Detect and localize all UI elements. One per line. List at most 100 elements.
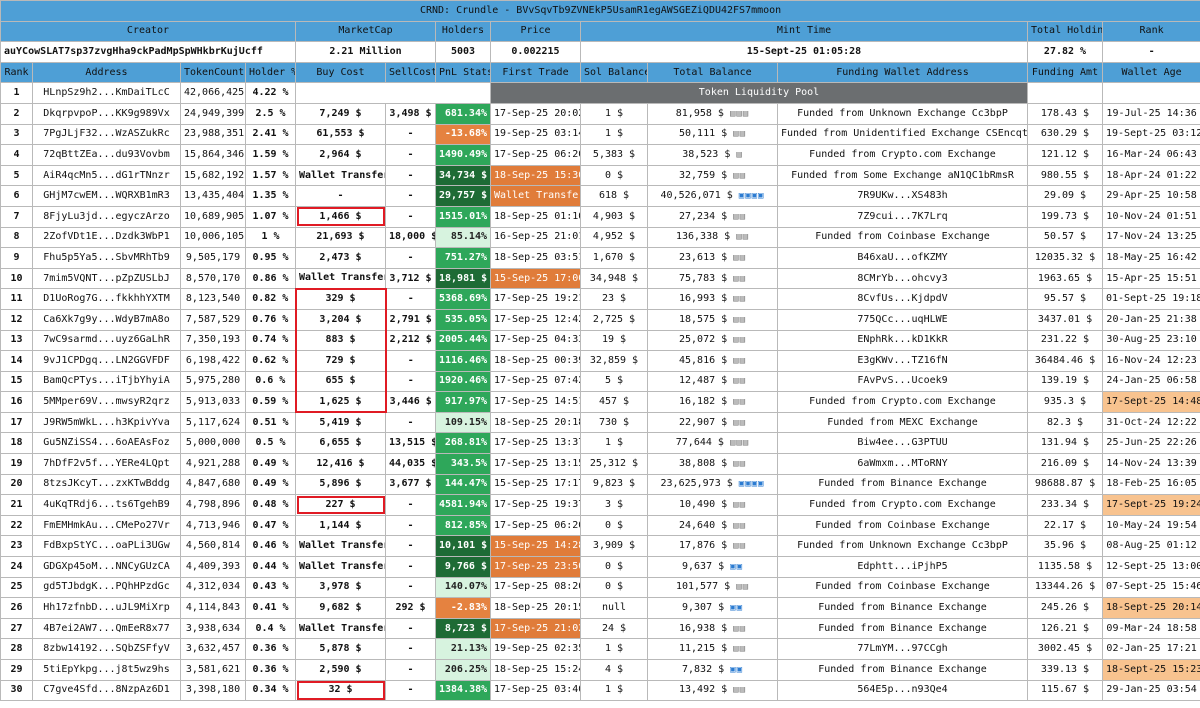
address-cell[interactable]: 7mim5VQNT...pZpZUSLbJ (32, 267, 181, 290)
wallet-badge-icon[interactable]: ▤▤ (733, 252, 747, 263)
address-cell[interactable]: J9RW5mWkL...h3KpivYva (32, 411, 181, 434)
address-cell[interactable]: 5MMper69V...mwsyR2qrz (32, 391, 181, 413)
wallet-badge-icon[interactable]: ▤▤ (733, 376, 747, 387)
address-cell[interactable]: 8tzsJKcyT...zxKTwBddg (32, 473, 181, 496)
funding-wallet-cell[interactable]: 77LmYM...97CCgh (777, 638, 1028, 660)
funding-wallet-cell[interactable]: 8CMrYb...ohcvy3 (777, 267, 1028, 290)
wallet-badge-icon[interactable]: ▣▣ (730, 561, 743, 572)
funding-wallet-cell[interactable]: FAvPvS...Ucoek9 (777, 370, 1028, 393)
wallet-badge-icon[interactable]: ▤▤ (733, 129, 747, 140)
col-address[interactable]: Address (32, 61, 181, 84)
col-sell-cost[interactable]: SellCost (385, 61, 436, 84)
address-cell[interactable]: HLnpSz9h2...KmDaiTLcC (32, 82, 181, 104)
address-cell[interactable]: GDGXp45oM...NNCyGUzCA (32, 556, 181, 578)
wallet-badge-icon[interactable]: ▤ (736, 149, 743, 160)
col-funding-amt[interactable]: Funding Amt (1027, 61, 1103, 84)
address-cell[interactable]: 7PgJLjF32...WzASZukRc (32, 123, 181, 146)
col-holder-pct[interactable]: Holder % (245, 61, 296, 84)
col-pnl-stats[interactable]: PnL Stats (435, 61, 491, 84)
col-rank[interactable]: Rank (0, 61, 33, 84)
wallet-badge-icon[interactable]: ▤▤ (733, 335, 747, 346)
funding-wallet-cell[interactable]: Funded from Coinbase Exchange (777, 514, 1028, 537)
wallet-badge-icon[interactable]: ▤▤ (733, 623, 747, 634)
col-sol-balance[interactable]: Sol Balance (580, 61, 648, 84)
address-cell[interactable]: BamQcPTys...iTjbYhyiA (32, 370, 181, 393)
address-cell[interactable]: FmEMHmkAu...CMePo27Vr (32, 514, 181, 537)
funding-wallet-cell[interactable]: Funded from Crypto.com Exchange (777, 391, 1028, 413)
funding-wallet-cell[interactable]: Funded from Coinbase Exchange (777, 576, 1028, 599)
address-cell[interactable]: Fhu5p5Ya5...SbvMRhTb9 (32, 247, 181, 269)
funding-wallet-cell[interactable]: Edphtt...iPjhP5 (777, 556, 1028, 578)
funding-wallet-cell[interactable]: 775QCc...uqHLWE (777, 308, 1028, 331)
address-cell[interactable]: 4B7ei2AW7...QmEeR8x77 (32, 617, 181, 640)
col-token-count[interactable]: TokenCount (180, 61, 246, 84)
address-cell[interactable]: 9vJ1CPDgq...LN2GGVFDF (32, 350, 181, 372)
funding-wallet-cell[interactable]: 564E5p...n93Qe4 (777, 679, 1028, 702)
address-cell[interactable]: 7hDfF2v5f...YERe4LQpt (32, 453, 181, 475)
funding-wallet-cell[interactable]: Funded from Crypto.com Exchange (777, 494, 1028, 516)
wallet-badge-icon[interactable]: ▤▤ (733, 170, 747, 181)
wallet-badge-icon[interactable]: ▣▣ (730, 664, 743, 675)
funding-wallet-cell[interactable]: Funded from Coinbase Exchange (777, 226, 1028, 249)
wallet-badge-icon[interactable]: ▤▤ (733, 685, 747, 696)
funding-wallet-cell[interactable]: 7R9UKw...XS483h (777, 185, 1028, 207)
wallet-badge-icon[interactable]: ▤▤ (736, 582, 750, 593)
funding-wallet-cell[interactable]: Funded from Binance Exchange (777, 597, 1028, 619)
address-cell[interactable]: Ca6Xk7g9y...WdyB7mA8o (32, 308, 181, 331)
funding-wallet-cell[interactable]: 7Z9cui...7K7Lrq (777, 205, 1028, 228)
funding-wallet-cell[interactable]: Funded from Binance Exchange (777, 617, 1028, 640)
address-cell[interactable]: 8zbw14192...SQbZSFfyV (32, 638, 181, 660)
address-cell[interactable]: 2ZofVDt1E...Dzdk3WbP1 (32, 226, 181, 249)
wallet-badge-icon[interactable]: ▤▤ (733, 458, 747, 469)
address-cell[interactable]: Gu5NZiSS4...6oAEAsFoz (32, 432, 181, 455)
funding-wallet-cell[interactable]: 8CvfUs...KjdpdV (777, 288, 1028, 310)
address-cell[interactable]: GHjM7cwEM...WQRXB1mR3 (32, 185, 181, 207)
funding-wallet-cell[interactable]: Funded from Unknown Exchange Cc3bpP (777, 535, 1028, 558)
funding-wallet-cell[interactable]: B46xaU...ofKZMY (777, 247, 1028, 269)
wallet-badge-icon[interactable]: ▤▤ (733, 294, 747, 305)
address-cell[interactable]: FdBxpStYC...oaPLi3UGw (32, 535, 181, 558)
funding-wallet-cell[interactable]: Biw4ee...G3PTUU (777, 432, 1028, 455)
address-cell[interactable]: Hh17zfnbD...uJL9MiXrp (32, 597, 181, 619)
wallet-badge-icon[interactable]: ▣▣ (730, 603, 743, 614)
wallet-badge-icon[interactable]: ▤▤ (733, 355, 747, 366)
wallet-badge-icon[interactable]: ▤▤ (736, 232, 750, 243)
address-cell[interactable]: gd5TJbdgK...PQhHPzdGc (32, 576, 181, 599)
wallet-badge-icon[interactable]: ▤▤ (733, 520, 747, 531)
funding-wallet-cell[interactable]: Funded from Unknown Exchange Cc3bpP (777, 102, 1028, 125)
address-cell[interactable]: D1UoRog7G...fkkhhYXTM (32, 288, 181, 310)
address-cell[interactable]: C7gve4Sfd...8NzpAz6D1 (32, 679, 181, 702)
funding-wallet-cell[interactable]: ENphRk...kD1KkR (777, 329, 1028, 352)
address-cell[interactable]: 8FjyLu3jd...egyczArzo (32, 205, 181, 228)
wallet-badge-icon[interactable]: ▤▤ (733, 644, 747, 655)
funding-wallet-cell[interactable]: 6aWmxm...MToRNY (777, 453, 1028, 475)
funding-wallet-cell[interactable]: E3gKWv...TZ16fN (777, 350, 1028, 372)
address-cell[interactable]: AiR4qcMn5...dG1rTNnzr (32, 164, 181, 187)
col-buy-cost[interactable]: Buy Cost (295, 61, 386, 84)
funding-wallet-cell[interactable]: Funded from Unidentified Exchange CSEncq… (777, 123, 1028, 146)
funding-wallet-cell[interactable]: Funded from Binance Exchange (777, 473, 1028, 496)
wallet-badge-icon[interactable]: ▣▣▣▣ (738, 191, 765, 202)
funding-wallet-cell[interactable]: Funded from MEXC Exchange (777, 411, 1028, 434)
wallet-badge-icon[interactable]: ▤▤▤ (729, 438, 750, 449)
address-cell[interactable]: 5tiEpYkpg...j8t5wz9hs (32, 659, 181, 681)
funding-wallet-cell[interactable]: Funded from Crypto.com Exchange (777, 144, 1028, 166)
wallet-badge-icon[interactable]: ▤▤ (733, 500, 747, 511)
wallet-badge-icon[interactable]: ▤▤ (733, 273, 747, 284)
col-funding-wallet[interactable]: Funding Wallet Address (777, 61, 1028, 84)
funding-wallet-cell[interactable]: Funded from Binance Exchange (777, 659, 1028, 681)
col-first-trade[interactable]: First Trade (490, 61, 581, 84)
col-total-balance[interactable]: Total Balance (647, 61, 778, 84)
wallet-badge-icon[interactable]: ▤▤ (733, 541, 747, 552)
address-cell[interactable]: DkqrpvpoP...KK9g989Vx (32, 102, 181, 125)
wallet-badge-icon[interactable]: ▤▤ (733, 417, 747, 428)
wallet-badge-icon[interactable]: ▤▤ (733, 397, 747, 408)
funding-wallet-cell[interactable]: Funded from Some Exchange aN1QC1bRmsR (777, 164, 1028, 187)
wallet-badge-icon[interactable]: ▣▣▣▣ (738, 479, 765, 490)
address-cell[interactable]: 4uKqTRdj6...ts6TgehB9 (32, 494, 181, 516)
wallet-badge-icon[interactable]: ▤▤▤ (729, 108, 750, 119)
col-wallet-age[interactable]: Wallet Age (1101, 61, 1200, 84)
address-cell[interactable]: 72qBttZEa...du93Vovbm (32, 144, 181, 166)
creator-address[interactable]: auYCowSLAT7sp37zvgHha9ckPadMpSpWHkbrKujU… (0, 41, 296, 63)
wallet-badge-icon[interactable]: ▤▤ (733, 211, 747, 222)
